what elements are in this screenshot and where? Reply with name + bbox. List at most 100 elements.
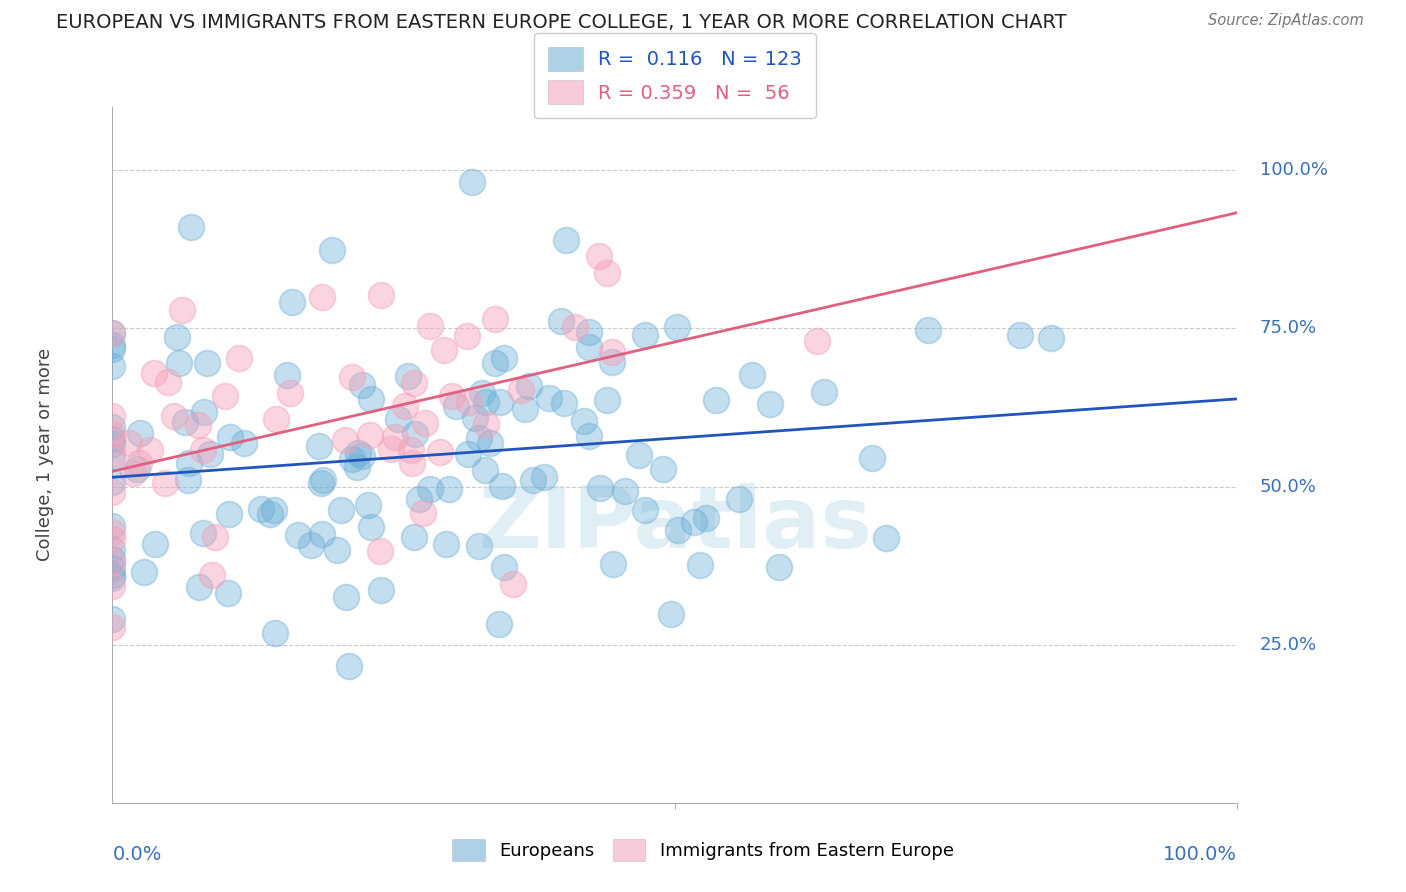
Point: [101, 450, 124, 465]
Point: [101, 326, 124, 340]
Point: [456, 328, 478, 343]
Point: [101, 337, 124, 351]
Point: [370, 583, 392, 598]
Point: [444, 399, 467, 413]
Point: [101, 475, 124, 490]
Point: [139, 442, 162, 457]
Point: [350, 449, 373, 463]
Point: [214, 389, 236, 403]
Point: [510, 384, 533, 398]
Point: [433, 343, 456, 357]
Point: [634, 503, 657, 517]
Point: [387, 412, 409, 426]
Point: [278, 385, 301, 400]
Point: [335, 433, 357, 447]
Point: [132, 565, 155, 579]
Point: [188, 581, 211, 595]
Point: [359, 427, 381, 442]
Point: [533, 470, 555, 484]
Point: [471, 386, 494, 401]
Point: [101, 568, 124, 582]
Point: [695, 511, 717, 525]
Point: [489, 395, 512, 409]
Point: [266, 412, 288, 426]
Point: [683, 515, 706, 529]
Point: [659, 607, 682, 621]
Point: [394, 399, 416, 413]
Text: 100.0%: 100.0%: [1260, 161, 1327, 179]
Point: [468, 540, 491, 554]
Point: [201, 567, 224, 582]
Point: [193, 442, 215, 457]
Point: [434, 537, 457, 551]
Point: [311, 290, 333, 304]
Point: [101, 620, 124, 634]
Point: [368, 544, 391, 558]
Point: [228, 351, 250, 365]
Point: [439, 483, 461, 497]
Point: [101, 579, 124, 593]
Point: [219, 430, 242, 444]
Point: [652, 462, 675, 476]
Point: [340, 370, 363, 384]
Point: [741, 368, 763, 382]
Point: [101, 359, 124, 373]
Point: [468, 432, 491, 446]
Point: [596, 392, 619, 407]
Point: [101, 437, 124, 451]
Text: EUROPEAN VS IMMIGRANTS FROM EASTERN EUROPE COLLEGE, 1 YEAR OR MORE CORRELATION C: EUROPEAN VS IMMIGRANTS FROM EASTERN EURO…: [56, 13, 1067, 32]
Point: [488, 616, 510, 631]
Point: [484, 312, 506, 326]
Point: [101, 420, 124, 434]
Point: [1040, 331, 1063, 345]
Point: [167, 356, 190, 370]
Point: [170, 302, 193, 317]
Point: [276, 368, 298, 382]
Point: [129, 425, 152, 440]
Point: [401, 456, 423, 470]
Point: [396, 369, 419, 384]
Point: [370, 288, 392, 302]
Point: [101, 532, 124, 546]
Point: [759, 397, 782, 411]
Point: [419, 318, 441, 333]
Point: [728, 491, 751, 506]
Point: [399, 443, 422, 458]
Point: [101, 571, 124, 585]
Point: [101, 409, 124, 423]
Point: [384, 430, 406, 444]
Point: [330, 503, 353, 517]
Point: [596, 266, 619, 280]
Point: [193, 405, 215, 419]
Point: [357, 498, 380, 512]
Legend: Europeans, Immigrants from Eastern Europe: Europeans, Immigrants from Eastern Europ…: [440, 827, 966, 874]
Point: [101, 447, 124, 461]
Point: [614, 484, 637, 499]
Point: [440, 389, 463, 403]
Point: [347, 445, 370, 459]
Point: [517, 379, 540, 393]
Point: [101, 426, 124, 441]
Point: [602, 558, 624, 572]
Point: [321, 243, 343, 257]
Point: [143, 366, 166, 380]
Point: [564, 320, 586, 334]
Point: [101, 525, 124, 540]
Point: [602, 355, 624, 369]
Point: [177, 473, 200, 487]
Point: [917, 323, 939, 337]
Point: [806, 334, 828, 348]
Point: [101, 555, 124, 569]
Point: [589, 481, 612, 495]
Point: [491, 479, 513, 493]
Point: [413, 416, 436, 430]
Point: [380, 442, 402, 456]
Point: [101, 326, 124, 340]
Point: [666, 524, 689, 538]
Point: [492, 351, 515, 366]
Text: 50.0%: 50.0%: [1260, 477, 1316, 496]
Point: [553, 395, 575, 409]
Point: [522, 473, 544, 487]
Point: [118, 435, 141, 450]
Text: 0.0%: 0.0%: [112, 845, 162, 863]
